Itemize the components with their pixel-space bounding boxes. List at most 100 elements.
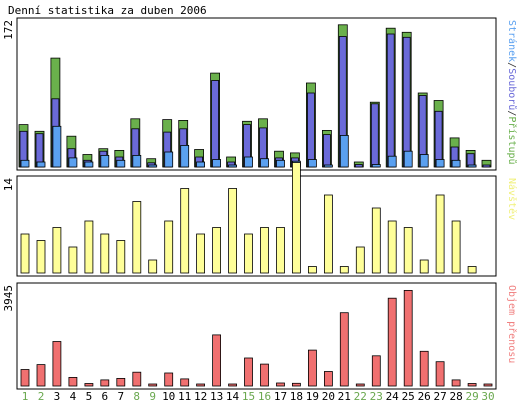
day-label-22: 22 <box>354 390 367 403</box>
bar-objem-přenosu-day-5 <box>84 383 94 387</box>
bar-návštěv-day-2 <box>36 240 46 274</box>
bar-návštěv-day-23 <box>371 207 381 274</box>
bar-návštěv-day-26 <box>419 259 429 274</box>
bar-stránek-day-5 <box>84 161 94 168</box>
bar-objem-přenosu-day-18 <box>291 382 301 387</box>
day-label-24: 24 <box>386 390 400 403</box>
day-label-4: 4 <box>70 390 77 403</box>
bar-stránek-day-11 <box>180 144 190 168</box>
day-label-23: 23 <box>370 390 383 403</box>
bar-stránek-day-3 <box>52 125 62 168</box>
bar-stránek-day-6 <box>100 154 110 168</box>
bar-stránek-day-12 <box>196 161 206 168</box>
bar-návštěv-day-3 <box>52 227 62 274</box>
bar-objem-přenosu-day-20 <box>323 371 333 387</box>
bar-stránek-day-7 <box>116 159 126 168</box>
bar-stránek-day-2 <box>36 161 46 168</box>
day-label-21: 21 <box>338 390 351 403</box>
series-side-label: Stránek/Souborů/Přístupů <box>506 20 517 165</box>
day-label-8: 8 <box>133 390 140 403</box>
day-label-13: 13 <box>210 390 223 403</box>
bar-objem-přenosu-day-2 <box>36 364 46 387</box>
bar-stránek-day-20 <box>323 164 333 168</box>
bar-návštěv-day-24 <box>387 220 397 274</box>
bar-návštěv-day-7 <box>116 240 126 274</box>
bar-souborů-day-20 <box>322 134 331 168</box>
bar-souborů-day-19 <box>306 92 315 168</box>
bar-stránek-day-15 <box>244 156 253 168</box>
bar-stránek-day-1 <box>20 159 30 168</box>
side-label-part: Objem přenosu <box>506 285 517 363</box>
day-label-29: 29 <box>465 390 478 403</box>
bar-stránek-day-4 <box>68 157 78 168</box>
bar-souborů-day-27 <box>434 110 443 168</box>
bar-stránek-day-29 <box>467 164 477 168</box>
series-side-label: Objem přenosu <box>506 285 517 363</box>
day-label-15: 15 <box>242 390 255 403</box>
bar-návštěv-day-28 <box>451 220 461 274</box>
side-label-part: Přístupů <box>506 116 517 164</box>
chart-title: Denní statistika za duben 2006 <box>8 4 207 17</box>
bar-návštěv-day-22 <box>355 246 365 274</box>
bar-návštěv-day-11 <box>180 188 190 274</box>
bar-návštěv-day-4 <box>68 246 78 274</box>
bar-stránek-day-10 <box>164 151 174 168</box>
bar-objem-přenosu-day-24 <box>387 297 397 387</box>
bar-objem-přenosu-day-30 <box>483 383 493 387</box>
side-label-part: / <box>506 110 517 116</box>
bar-souborů-day-13 <box>211 80 220 168</box>
bar-objem-přenosu-day-4 <box>68 376 78 387</box>
bar-návštěv-day-21 <box>339 266 349 274</box>
bar-objem-přenosu-day-12 <box>196 383 206 387</box>
bar-objem-přenosu-day-16 <box>260 363 269 387</box>
day-label-3: 3 <box>54 390 61 403</box>
bar-objem-přenosu-day-7 <box>116 377 126 387</box>
panel-visits: 14 Návštěv <box>2 162 517 277</box>
bar-objem-přenosu-day-29 <box>467 383 477 387</box>
day-axis-labels: 1 2 3 4 5 6 7 8 9 10 11 12 13 14 15 16 17 18 19 20 21 22 23 24 2… <box>22 390 495 403</box>
bar-stránek-day-8 <box>132 154 142 168</box>
day-label-25: 25 <box>402 390 415 403</box>
bar-stránek-day-27 <box>435 159 445 168</box>
side-label-part: Souborů <box>506 68 517 110</box>
panel-frame <box>16 282 497 390</box>
bar-stránek-day-17 <box>276 159 285 168</box>
bar-objem-přenosu-day-22 <box>355 383 365 387</box>
bar-objem-přenosu-day-26 <box>419 350 429 387</box>
bar-stránek-day-13 <box>212 159 222 168</box>
bar-návštěv-day-14 <box>228 188 238 274</box>
bar-objem-přenosu-day-28 <box>451 379 461 387</box>
day-label-18: 18 <box>290 390 303 403</box>
bar-stránek-day-23 <box>371 164 381 168</box>
bar-návštěv-day-27 <box>435 194 445 274</box>
day-label-5: 5 <box>86 390 93 403</box>
panel-frame <box>16 175 497 277</box>
day-label-19: 19 <box>306 390 319 403</box>
day-label-11: 11 <box>178 390 191 403</box>
bar-objem-přenosu-day-11 <box>180 378 190 387</box>
bar-návštěv-day-8 <box>132 201 142 274</box>
side-label-part: Návštěv <box>506 178 517 220</box>
day-label-2: 2 <box>38 390 45 403</box>
bar-návštěv-day-17 <box>276 227 285 274</box>
bar-objem-přenosu-day-10 <box>164 372 174 387</box>
bar-objem-přenosu-day-3 <box>52 341 62 387</box>
bar-objem-přenosu-day-1 <box>20 369 30 387</box>
day-label-9: 9 <box>149 390 156 403</box>
side-label-part: / <box>506 62 517 68</box>
bar-stránek-day-19 <box>307 159 317 168</box>
bar-stránek-day-9 <box>148 164 158 168</box>
bar-objem-přenosu-day-17 <box>276 382 285 387</box>
bar-návštěv-day-9 <box>148 259 158 274</box>
day-label-7: 7 <box>117 390 124 403</box>
bar-návštěv-day-1 <box>20 233 30 274</box>
y-max-label: 14 <box>2 178 15 192</box>
bar-objem-přenosu-day-9 <box>148 383 158 387</box>
day-label-16: 16 <box>258 390 271 403</box>
bar-stránek-day-16 <box>260 158 269 168</box>
bar-návštěv-day-12 <box>196 233 206 274</box>
day-label-12: 12 <box>194 390 207 403</box>
bar-objem-přenosu-day-13 <box>212 334 222 387</box>
day-label-20: 20 <box>322 390 335 403</box>
